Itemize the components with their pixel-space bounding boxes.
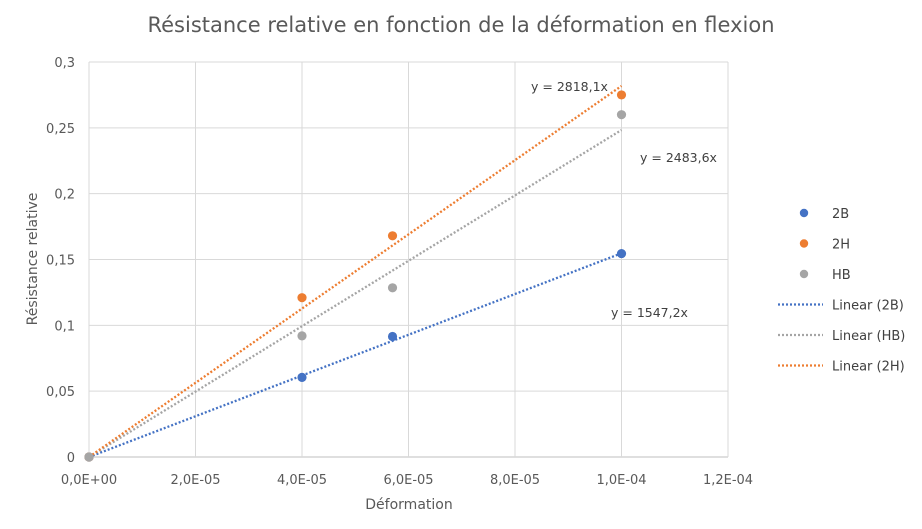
legend-label: 2H (832, 238, 850, 253)
x-tick-label: 8,0E-05 (490, 473, 540, 488)
legend-marker (799, 239, 809, 248)
trendline (88, 85, 623, 458)
x-tick-label: 2,0E-05 (170, 473, 220, 488)
data-point (297, 331, 307, 341)
y-tick-label: 0,25 (46, 122, 75, 137)
y-tick-label: 0,05 (46, 385, 75, 400)
data-point (84, 452, 94, 462)
grid (88, 61, 729, 458)
trendlines (88, 85, 623, 459)
equation-2h: y = 2818,1x (531, 79, 608, 94)
x-tick-label: 1,2E-04 (703, 473, 753, 488)
data-point (616, 110, 627, 120)
legend: 2B 2H HB Linear (2B) Linear (HB) Linear (2H) (778, 207, 905, 375)
data-point (387, 231, 398, 241)
y-tick-label: 0 (67, 451, 75, 466)
data-point (616, 248, 627, 259)
data-point (297, 293, 307, 303)
equation-2b: y = 1547,2x (611, 305, 688, 320)
equation-hb: y = 2483,6x (640, 150, 717, 165)
trendline (88, 252, 622, 459)
data-points (84, 90, 627, 462)
chart-title: Résistance relative en fonction de la dé… (147, 13, 774, 37)
y-tick-label: 0,2 (54, 188, 75, 203)
legend-label: 2B (832, 207, 849, 222)
x-tick-label: 0,0E+00 (61, 473, 117, 488)
x-tick-label: 4,0E-05 (277, 473, 327, 488)
x-tick-label: 1,0E-04 (596, 473, 646, 488)
y-axis-ticks: 0 0,05 0,1 0,15 0,2 0,25 0,3 (46, 56, 75, 466)
y-tick-label: 0,1 (54, 319, 75, 334)
data-point (387, 331, 398, 342)
trendline (88, 129, 623, 458)
legend-marker (799, 208, 809, 218)
legend-marker (799, 269, 809, 279)
y-tick-label: 0,3 (54, 56, 75, 71)
legend-label: Linear (HB) (832, 329, 905, 344)
legend-label: HB (832, 268, 851, 283)
y-tick-label: 0,15 (46, 254, 75, 269)
x-axis-ticks: 0,0E+00 2,0E-05 4,0E-05 6,0E-05 8,0E-05 1,0E-… (61, 473, 753, 488)
data-point (297, 372, 307, 382)
x-axis-label: Déformation (365, 497, 452, 513)
legend-label: Linear (2B) (832, 299, 904, 314)
data-point (387, 283, 398, 293)
legend-label: Linear (2H) (832, 360, 905, 375)
x-tick-label: 6,0E-05 (383, 473, 433, 488)
data-point (616, 90, 627, 100)
y-axis-label: Résistance relative (25, 193, 41, 326)
trendline-equations: y = 2818,1x y = 2483,6x y = 1547,2x (531, 79, 717, 320)
